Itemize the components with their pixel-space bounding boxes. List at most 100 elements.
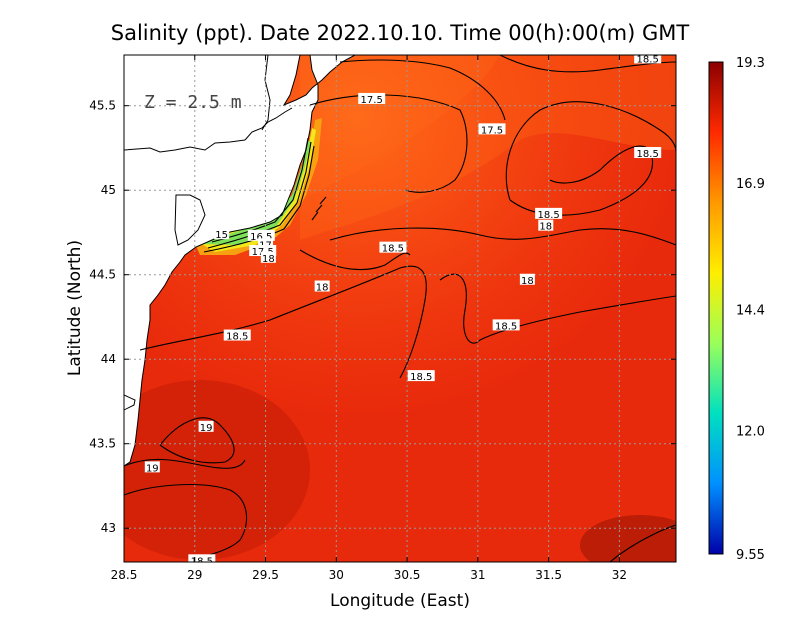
contour-label-text: 18.5 — [226, 332, 248, 343]
colorbar-tick-label: 9.55 — [736, 548, 765, 563]
contour-label: 18.5 — [634, 147, 662, 160]
y-tick-label: 44.5 — [89, 268, 116, 282]
contour-label-bg — [407, 370, 435, 382]
contour-label: 18.5 — [407, 370, 435, 383]
contour-label: 19 — [144, 461, 160, 474]
x-tick-label: 29.5 — [252, 568, 279, 582]
colorbar-tick-label: 14.4 — [736, 303, 765, 318]
x-tick-label: 28.5 — [111, 568, 138, 582]
depth-label: Z = 2.5 m — [144, 92, 242, 113]
contour-label-bg — [258, 238, 274, 250]
contour-label: 18.5 — [379, 241, 407, 255]
y-tick-label: 44 — [101, 352, 116, 366]
x-tick-label: 31 — [470, 568, 485, 582]
x-axis-title: Longitude (East) — [330, 591, 470, 611]
contour-label-bg — [358, 92, 386, 104]
contour-label-text: 18.5 — [382, 244, 404, 255]
contour-label-bg — [223, 329, 251, 341]
contour-label-bg — [214, 228, 230, 240]
contour-label: 19 — [198, 420, 214, 434]
contour-label: 18 — [519, 273, 535, 287]
contour-label-text: 18 — [521, 276, 534, 287]
contour-label-text: 16.5 — [250, 232, 272, 243]
contour-label-bg — [492, 319, 520, 331]
contour-label-text: 18 — [316, 283, 329, 294]
contour-label-text: 18.5 — [191, 556, 213, 567]
contour-coastal-1 — [211, 137, 309, 243]
contour-label-text: 18 — [262, 254, 275, 265]
contour-label: 17.5 — [478, 123, 506, 136]
contour-label: 17.5 — [358, 92, 386, 106]
plot-frame — [123, 54, 677, 563]
colorbar-ticks: 19.3 16.9 14.4 12.0 9.55 — [736, 56, 765, 563]
salinity-field-southwest — [124, 380, 310, 560]
colorbar-tick-label: 19.3 — [736, 56, 765, 71]
contour-label-bg — [188, 554, 216, 562]
contour-label-text: 19 — [200, 423, 213, 434]
border-line-2 — [244, 107, 293, 141]
contour-18-5-e — [505, 101, 676, 201]
land-mass — [124, 55, 356, 467]
contour-17-5-b — [339, 59, 506, 121]
contour-label-text: 18.5 — [495, 321, 517, 332]
contour-label-bg — [634, 147, 662, 159]
contour-label-bg — [538, 219, 554, 231]
y-axis-title: Latitude (North) — [65, 240, 85, 376]
contour-label-bg — [249, 245, 277, 257]
contour-18-5-south — [124, 484, 248, 561]
salinity-field-southeast — [580, 515, 676, 562]
contour-label-text: 19 — [146, 463, 159, 474]
contour-label: 15 — [214, 228, 230, 241]
border-line — [124, 139, 246, 153]
contour-label: 16.5 — [247, 229, 275, 243]
contour-label: 18 — [260, 251, 276, 265]
x-tick-label: 29 — [187, 568, 202, 582]
colorbar-tick-label: 16.9 — [736, 177, 765, 192]
contour-label-text: 17.5 — [481, 125, 503, 136]
contour-label-text: 17.5 — [361, 95, 383, 106]
contour-label-bg — [247, 229, 275, 241]
grid-lines — [124, 55, 676, 562]
contour-19-loop — [159, 417, 235, 464]
y-tick-label: 45 — [101, 183, 116, 197]
contour-label-text: 18.5 — [637, 54, 659, 65]
colorbar — [708, 61, 724, 555]
contour-18-mid — [329, 227, 676, 246]
contour-19-se — [609, 524, 676, 562]
contour-label-text: 18.5 — [410, 372, 432, 383]
contour-label-bg — [144, 461, 160, 473]
contour-label-bg — [260, 251, 276, 263]
contour-labels: 17.517.518.518.518.51818.5181818.518.518… — [144, 54, 662, 567]
contour-label-bg — [198, 420, 214, 432]
contour-label-text: 15 — [215, 230, 228, 241]
contour-18-coast — [299, 249, 411, 271]
contour-label-bg — [519, 273, 535, 285]
contour-label-bg — [379, 241, 407, 253]
contour-label: 18 — [538, 219, 554, 233]
contour-label-text: 18.5 — [537, 210, 559, 221]
contour-label: 18 — [314, 280, 330, 294]
contour-label: 18.5 — [535, 207, 563, 221]
y-axis: 45.5 45 44.5 44 43.5 43 — [89, 99, 676, 535]
y-tick-label: 43 — [101, 521, 116, 535]
x-tick-label: 32 — [612, 568, 627, 582]
contour-label-bg — [634, 55, 662, 64]
contour-label: 18.5 — [223, 329, 251, 343]
contour-label: 18.5 — [634, 54, 662, 65]
contour-label-bg — [314, 280, 330, 292]
y-tick-label: 45.5 — [89, 99, 116, 113]
contour-18-5-southeast — [439, 273, 676, 344]
figure-title: Salinity (ppt). Date 2022.10.10. Time 00… — [111, 21, 690, 45]
contour-label: 18.5 — [492, 319, 520, 332]
y-tick-label: 43.5 — [89, 437, 116, 451]
contour-label: 18.5 — [188, 554, 216, 567]
contour-label-text: 18.5 — [637, 149, 659, 160]
plot-area: 17.517.518.518.518.51818.5181818.518.518… — [124, 54, 676, 567]
colorbar-tick-label: 12.0 — [736, 424, 765, 439]
contour-19-west — [124, 458, 246, 469]
contour-label-bg — [478, 123, 506, 135]
x-tick-label: 30 — [329, 568, 344, 582]
contour-label-bg — [535, 207, 563, 219]
coast-detail — [124, 394, 136, 411]
